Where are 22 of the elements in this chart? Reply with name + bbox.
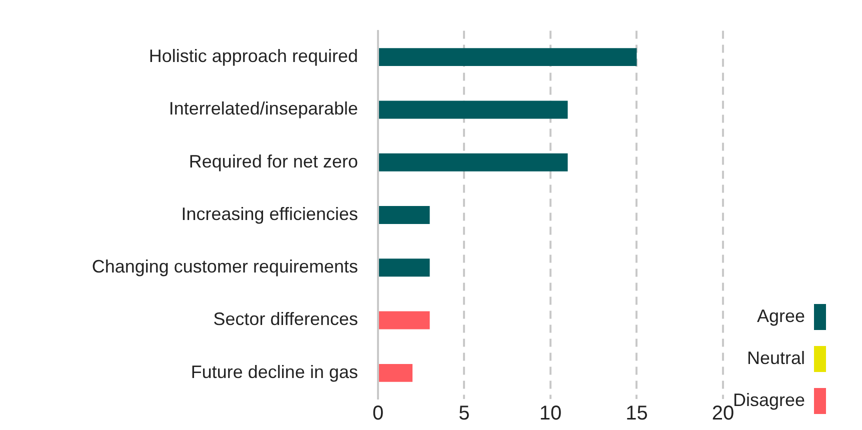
y-tick-label: Changing customer requirements: [92, 256, 358, 277]
bar: [379, 311, 430, 330]
y-tick-label: Required for net zero: [188, 151, 358, 172]
bar: [379, 153, 568, 172]
y-tick-label: Sector differences: [213, 309, 358, 330]
bar: [379, 48, 637, 66]
y-tick-label: Interrelated/inseparable: [168, 98, 358, 119]
bar: [379, 364, 412, 382]
y-tick-label: Future decline in gas: [190, 362, 358, 382]
legend-label: Disagree: [732, 390, 805, 410]
x-tick-label: 20: [712, 402, 734, 425]
bar: [379, 100, 568, 119]
bar: [379, 206, 430, 224]
x-tick-label: 15: [626, 402, 648, 425]
legend-label: Agree: [756, 306, 805, 326]
y-tick-label: Holistic approach required: [148, 46, 358, 66]
x-tick-label: 10: [539, 402, 562, 425]
x-tick-label: 5: [458, 402, 470, 425]
bar: [379, 258, 430, 277]
legend-label: Neutral: [746, 348, 805, 368]
y-tick-label: Increasing efficiencies: [181, 204, 358, 224]
x-tick-label: 0: [372, 402, 384, 425]
